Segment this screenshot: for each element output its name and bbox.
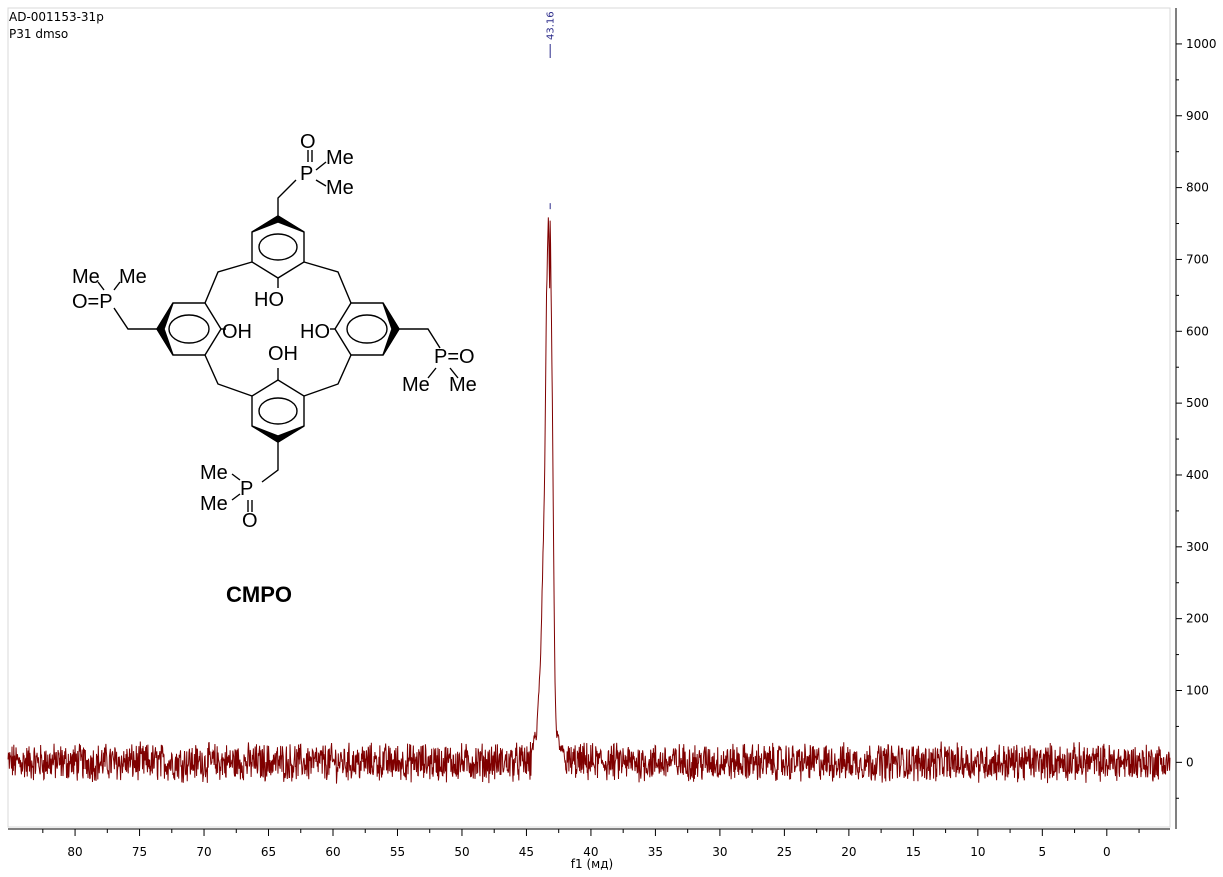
x-tick-label: 45 (519, 845, 534, 859)
arm-bottom (261, 442, 279, 483)
bridge-top-left (204, 261, 253, 304)
x-tick-label: 50 (454, 845, 469, 859)
x-tick-label: 75 (132, 845, 147, 859)
atom-me-top-1: Me (326, 147, 354, 169)
atom-me-top-2: Me (326, 177, 354, 199)
left-ring-wedge (156, 302, 174, 356)
p-me-bond-top-1 (315, 161, 327, 171)
x-tick-label: 55 (390, 845, 405, 859)
atom-o-bottom: O (242, 510, 258, 532)
atom-oh-right: HO (300, 321, 330, 343)
y-tick-label: 0 (1186, 755, 1194, 769)
right-ring-circle (346, 314, 388, 344)
p-me-bond-left-2 (113, 281, 121, 291)
y-tick-label: 400 (1186, 468, 1209, 482)
x-tick-label: 65 (261, 845, 276, 859)
peak-markers: 43.16 (546, 11, 557, 210)
experiment-label: P31 dmso (9, 27, 69, 41)
x-tick-label: 70 (196, 845, 211, 859)
y-tick-label: 100 (1186, 684, 1209, 698)
y-tick-label: 700 (1186, 252, 1209, 266)
y-tick-label: 200 (1186, 612, 1209, 626)
compound-label: CMPO (226, 582, 292, 607)
x-tick-label: 40 (583, 845, 598, 859)
right-ring (334, 302, 400, 356)
x-tick-label: 10 (970, 845, 985, 859)
bottom-ring-circle (258, 397, 298, 425)
p-me-bond-right-1 (427, 367, 437, 379)
bridge-bottom-right (303, 354, 352, 397)
atom-me-bottom-1: Me (200, 462, 228, 484)
y-tick-label: 600 (1186, 324, 1209, 338)
x-tick-label: 35 (648, 845, 663, 859)
x-tick-label: 5 (1039, 845, 1047, 859)
spectrum-series-line (7, 217, 1171, 784)
atom-oh-top: HO (254, 289, 284, 311)
y-tick-label: 900 (1186, 109, 1209, 123)
arm-right (399, 328, 441, 349)
sample-id: AD-001153-31p (9, 10, 104, 24)
y-tick-label: 1000 (1186, 37, 1217, 51)
right-ring-wedge (382, 302, 400, 356)
p-me-bond-bottom-1 (231, 473, 241, 481)
top-ring-circle (258, 233, 298, 261)
y-tick-label: 500 (1186, 396, 1209, 410)
atom-me-left-1: Me (72, 266, 100, 288)
bridge-bottom-left (204, 354, 253, 397)
plot-frame (7, 7, 1171, 828)
atom-me-bottom-2: Me (200, 493, 228, 515)
x-tick-label: 80 (67, 845, 82, 859)
atom-oh-bottom: OH (268, 343, 298, 365)
x-tick-label: 15 (906, 845, 921, 859)
atom-me-left-2: Me (119, 266, 147, 288)
p-me-bond-top-2 (315, 179, 327, 187)
arm-left (113, 307, 157, 330)
y-axis-ticks: 0 100 200 300 400 500 600 700 800 900 1000 (1176, 37, 1217, 799)
bridge-top-right (303, 261, 352, 304)
x-tick-label: 0 (1103, 845, 1111, 859)
left-ring-circle (168, 314, 210, 344)
atom-me-right-1: Me (402, 374, 430, 396)
atom-p-bottom: P (240, 478, 253, 500)
bottom-ring (251, 379, 305, 443)
p-me-bond-bottom-2 (231, 493, 241, 501)
x-axis-ticks: 80 75 70 65 60 55 50 45 40 35 30 25 20 15 10 5 0 (42, 829, 1140, 859)
atom-op-left: O=P (72, 291, 113, 313)
arm-top (277, 179, 297, 216)
atom-oh-left: OH (222, 321, 252, 343)
p-me-bond-right-2 (449, 367, 459, 379)
p-me-bond-left-1 (97, 281, 105, 291)
x-axis-title: f1 (мд) (571, 857, 613, 871)
x-tick-label: 25 (777, 845, 792, 859)
bottom-ring-wedge (251, 425, 305, 443)
top-ring (251, 215, 305, 279)
atom-p-top: P (300, 163, 313, 185)
y-tick-label: 300 (1186, 540, 1209, 554)
x-tick-label: 60 (325, 845, 340, 859)
top-ring-wedge (251, 215, 305, 233)
y-tick-label: 800 (1186, 181, 1209, 195)
x-tick-label: 20 (841, 845, 856, 859)
atom-o-top: O (300, 131, 316, 153)
atom-me-right-2: Me (449, 374, 477, 396)
peak-label: 43.16 (546, 11, 557, 40)
x-tick-label: 30 (712, 845, 727, 859)
calixarene-structure (97, 150, 459, 512)
left-ring (156, 302, 222, 356)
atom-po-right: P=O (434, 346, 475, 368)
